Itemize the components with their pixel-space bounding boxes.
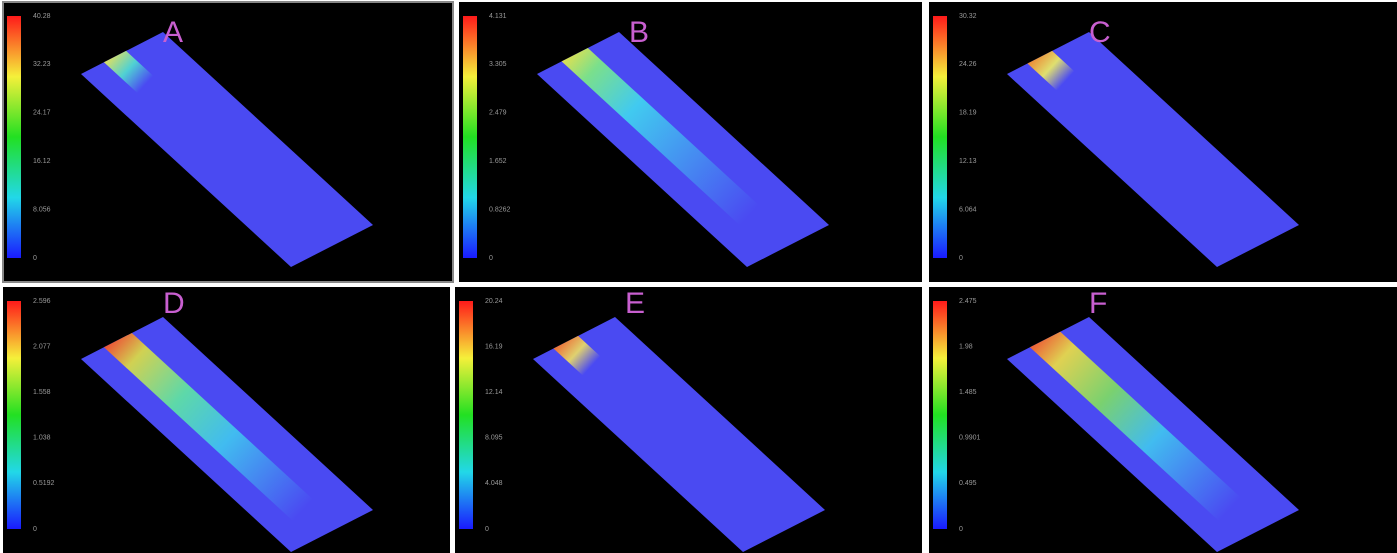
colorbar-tick-label: 1.038: [33, 435, 51, 442]
colorbar: [7, 16, 21, 258]
panel: 20.24 16.19 12.14 8.095 4.048 0 E: [455, 287, 922, 553]
panel-label: C: [1089, 16, 1111, 49]
colorbar-tick-label: 8.056: [33, 206, 51, 213]
colorbar-tick-label: 3.305: [489, 61, 507, 68]
colorbar-tick-label: 0.5192: [33, 480, 55, 487]
colorbar-tick-label: 0: [485, 526, 489, 533]
colorbar-tick-label: 0: [33, 255, 37, 262]
panel-label: D: [163, 287, 185, 320]
colorbar: [933, 301, 947, 529]
panel: 4.131 3.305 2.479 1.652 0.8262 0 B: [459, 2, 922, 282]
panel-label: E: [625, 287, 645, 320]
colorbar-tick-label: 2.077: [33, 343, 51, 350]
colorbar-tick-label: 2.479: [489, 110, 507, 117]
colorbar-tick-label: 0: [959, 255, 963, 262]
colorbar-tick-label: 1.558: [33, 389, 51, 396]
colorbar-tick-label: 12.14: [485, 389, 503, 396]
colorbar-tick-label: 0: [489, 255, 493, 262]
panel-label: F: [1089, 287, 1107, 320]
colorbar-tick-label: 24.17: [33, 110, 51, 117]
colorbar-tick-label: 32.23: [33, 61, 51, 68]
colorbar-tick-label: 30.32: [959, 13, 977, 20]
colorbar-tick-label: 4.131: [489, 13, 507, 20]
colorbar-tick-label: 0.8262: [489, 206, 511, 213]
colorbar-tick-label: 2.475: [959, 298, 977, 305]
colorbar-tick-label: 1.652: [489, 158, 507, 165]
colorbar-tick-label: 2.596: [33, 298, 51, 305]
colorbar-tick-label: 24.26: [959, 61, 977, 68]
colorbar-tick-label: 16.19: [485, 343, 503, 350]
colorbar-tick-label: 8.095: [485, 435, 503, 442]
colorbar-tick-label: 6.064: [959, 206, 977, 213]
colorbar: [7, 301, 21, 529]
panel-label: A: [163, 16, 183, 49]
colorbar-tick-label: 16.12: [33, 158, 51, 165]
colorbar-tick-label: 40.28: [33, 13, 51, 20]
colorbar: [933, 16, 947, 258]
panel-label: B: [629, 16, 649, 49]
colorbar: [463, 16, 477, 258]
panel: 2.596 2.077 1.558 1.038 0.5192 0 D: [3, 287, 450, 553]
colorbar-tick-label: 1.485: [959, 389, 977, 396]
colorbar-tick-label: 0: [33, 526, 37, 533]
colorbar-tick-label: 18.19: [959, 110, 977, 117]
figure: 40.28 32.23 24.17 16.12 8.056 0 A 4.131 3.305 2.4…: [0, 0, 1397, 553]
colorbar-tick-label: 0.9901: [959, 435, 981, 442]
colorbar-tick-label: 12.13: [959, 158, 977, 165]
panel: 40.28 32.23 24.17 16.12 8.056 0 A: [3, 2, 453, 282]
colorbar-tick-label: 20.24: [485, 298, 503, 305]
panel: 2.475 1.98 1.485 0.9901 0.495 0 F: [929, 287, 1397, 553]
colorbar-tick-label: 4.048: [485, 480, 503, 487]
colorbar-tick-label: 0.495: [959, 480, 977, 487]
colorbar-tick-label: 1.98: [959, 343, 973, 350]
colorbar-tick-label: 0: [959, 526, 963, 533]
colorbar: [459, 301, 473, 529]
panel: 30.32 24.26 18.19 12.13 6.064 0 C: [929, 2, 1397, 282]
